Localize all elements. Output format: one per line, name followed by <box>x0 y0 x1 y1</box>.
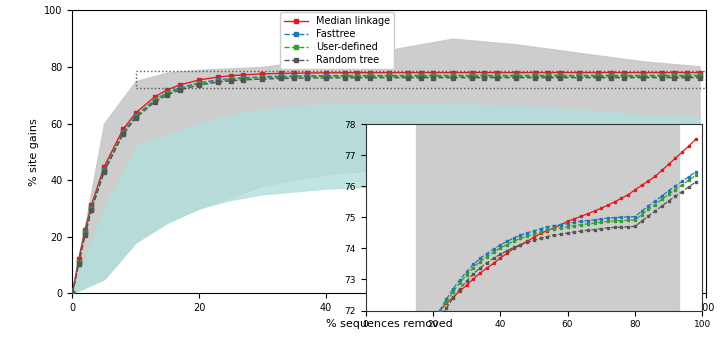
Legend: Median linkage, Fasttree, User-defined, Random tree: Median linkage, Fasttree, User-defined, … <box>280 12 394 69</box>
Y-axis label: % site gains: % site gains <box>29 118 39 186</box>
X-axis label: % sequences removed: % sequences removed <box>326 318 452 328</box>
Bar <box>136 71 706 88</box>
Bar <box>416 124 678 310</box>
